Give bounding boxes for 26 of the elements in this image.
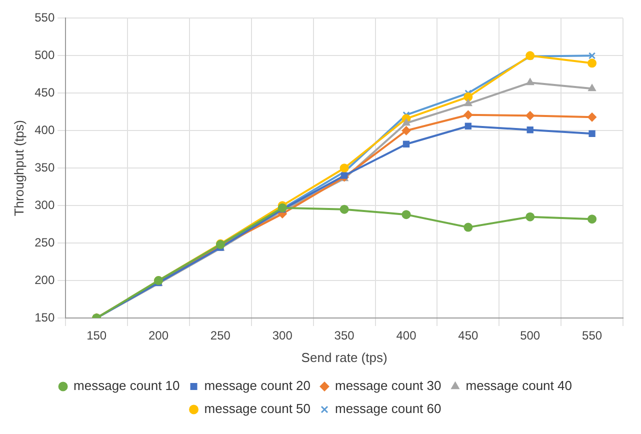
y-tick-label: 200	[34, 272, 55, 287]
legend-label: message count 30	[335, 378, 442, 394]
x-tick-label: 500	[520, 328, 540, 343]
x-tick-label: 550	[582, 328, 602, 343]
y-tick-label: 300	[34, 198, 55, 212]
x-tick-label: 250	[210, 328, 231, 343]
legend-label: message count 20	[204, 378, 310, 394]
x-tick-label: 150	[86, 328, 107, 343]
legend-label: message count 50	[204, 401, 310, 416]
y-axis-title: Throughput (tps)	[11, 120, 26, 216]
x-tick-label: 350	[334, 328, 355, 343]
y-tick-label: 400	[34, 122, 55, 137]
y-tick-label: 500	[34, 48, 55, 62]
y-tick-label: 250	[34, 235, 55, 250]
legend-label: message count 40	[466, 378, 572, 394]
x-tick-label: 450	[458, 328, 479, 343]
x-tick-label: 400	[396, 328, 417, 343]
x-tick-label: 300	[272, 328, 293, 343]
y-tick-label: 150	[34, 310, 55, 324]
y-tick-label: 450	[34, 85, 55, 100]
x-tick-label: 200	[148, 328, 169, 343]
y-tick-label: 550	[34, 10, 55, 25]
legend-label: message count 60	[335, 401, 442, 416]
x-axis-title: Send rate (tps)	[301, 350, 388, 365]
legend-label: message count 10	[74, 378, 180, 394]
y-tick-label: 350	[34, 160, 55, 174]
